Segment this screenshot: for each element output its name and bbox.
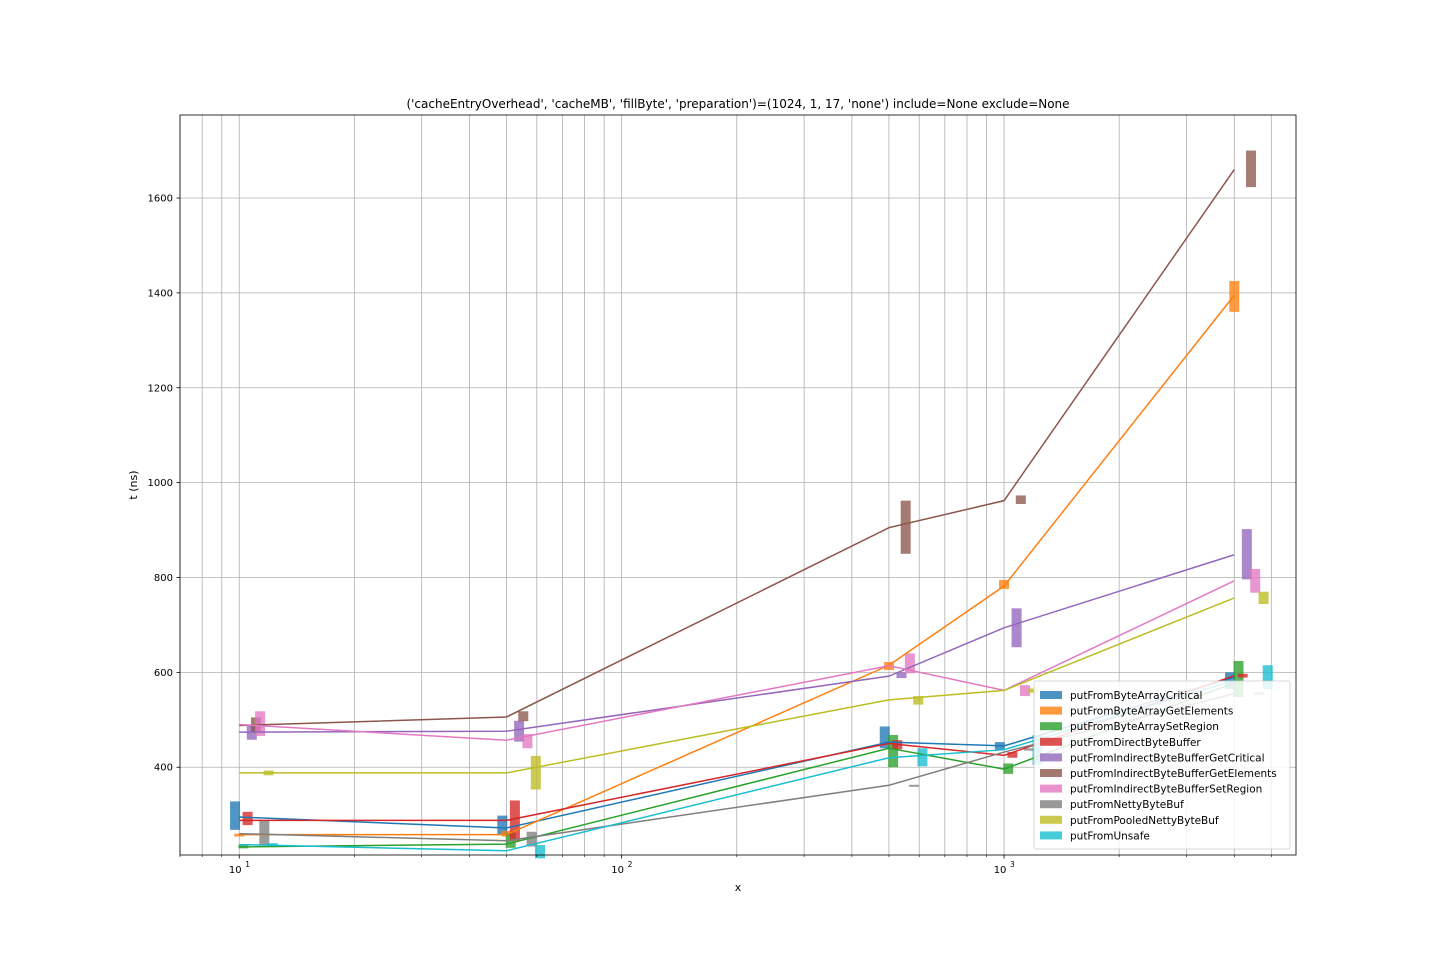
legend-label: putFromIndirectByteBufferGetElements	[1070, 768, 1277, 780]
legend-swatch	[1040, 800, 1062, 809]
error-bar-putFromIndirectByteBufferGetCritical	[1241, 529, 1252, 580]
plot-frame	[179, 114, 1297, 856]
y-tick-label: 1400	[148, 288, 173, 299]
x-tick-label: 10	[229, 865, 242, 876]
error-bar-putFromDirectByteBuffer	[509, 800, 520, 841]
y-tick-label: 400	[154, 763, 173, 774]
series-line-putFromIndirectByteBufferGetCritical	[239, 554, 1235, 733]
error-bar-putFromIndirectByteBufferGetElements	[1246, 150, 1257, 188]
error-bar-putFromPooledNettyByteBuf	[913, 696, 924, 705]
x-tick-label: 10	[611, 865, 624, 876]
error-bar-putFromNettyByteBuf	[909, 784, 920, 787]
error-bar-putFromByteArraySetRegion	[888, 734, 899, 768]
error-bar-putFromByteArrayCritical	[230, 801, 241, 830]
series-line-putFromIndirectByteBufferSetRegion	[239, 580, 1235, 741]
error-bar-putFromByteArrayCritical	[497, 815, 508, 835]
legend: putFromByteArrayCritical putFromByteArray…	[1033, 680, 1291, 850]
legend-swatch	[1040, 753, 1062, 762]
series-line-putFromPooledNettyByteBuf	[239, 597, 1235, 774]
legend-label: putFromByteArraySetRegion	[1070, 721, 1219, 733]
error-bar-putFromIndirectByteBufferSetRegion	[255, 711, 266, 736]
error-bar-putFromNettyByteBuf	[259, 820, 270, 846]
error-bar-putFromIndirectByteBufferGetElements	[1015, 495, 1026, 504]
error-bar-putFromDirectByteBuffer	[1007, 752, 1018, 758]
legend-label: putFromIndirectByteBufferGetCritical	[1070, 752, 1265, 764]
legend-swatch	[1040, 691, 1062, 699]
chart-title: ('cacheEntryOverhead', 'cacheMB', 'fillB…	[406, 97, 1069, 111]
legend-label: putFromPooledNettyByteBuf	[1070, 815, 1219, 827]
error-bar-putFromPooledNettyByteBuf	[1028, 688, 1039, 693]
legend-box	[1033, 680, 1291, 850]
legend-swatch	[1040, 737, 1062, 746]
legend-swatch	[1040, 831, 1062, 840]
legend-swatch	[1040, 706, 1062, 715]
error-bar-putFromNettyByteBuf	[1024, 748, 1035, 751]
error-bar-putFromByteArraySetRegion	[1233, 660, 1244, 698]
error-bar-putFromIndirectByteBufferGetCritical	[1011, 608, 1022, 648]
x-tick-exponent: 3	[1010, 860, 1015, 869]
error-bar-putFromUnsafe	[534, 845, 545, 859]
x-tick-label: 10	[994, 865, 1007, 876]
y-tick-label: 1200	[148, 383, 173, 394]
error-bar-putFromPooledNettyByteBuf	[1258, 591, 1269, 605]
error-bar-putFromIndirectByteBufferSetRegion	[904, 653, 915, 674]
error-bar-putFromDirectByteBuffer	[242, 811, 253, 826]
legend-label: putFromNettyByteBuf	[1070, 799, 1184, 811]
error-bar-putFromIndirectByteBufferGetElements	[900, 500, 911, 554]
error-bar-putFromNettyByteBuf	[526, 831, 537, 847]
error-bar-putFromIndirectByteBufferSetRegion	[1019, 685, 1030, 697]
error-bar-putFromByteArrayGetElements	[999, 579, 1010, 589]
y-axis-label: t (ns)	[127, 470, 140, 499]
legend-label: putFromDirectByteBuffer	[1070, 737, 1201, 749]
error-bar-putFromByteArraySetRegion	[1003, 763, 1014, 774]
legend-label: putFromUnsafe	[1070, 830, 1150, 842]
legend-swatch	[1040, 815, 1062, 824]
y-tick-label: 1600	[148, 194, 173, 205]
error-bar-putFromUnsafe	[1262, 665, 1273, 689]
legend-label: putFromByteArrayCritical	[1070, 690, 1202, 702]
legend-label: putFromByteArrayGetElements	[1070, 706, 1233, 718]
y-tick-label: 600	[154, 668, 173, 679]
legend-swatch	[1040, 769, 1062, 777]
error-bar-putFromUnsafe	[917, 748, 928, 767]
error-bar-putFromIndirectByteBufferGetCritical	[514, 720, 525, 742]
x-axis-label: x	[735, 881, 742, 894]
error-bar-putFromIndirectByteBufferSetRegion	[1250, 568, 1261, 593]
x-tick-exponent: 1	[245, 860, 250, 869]
error-bar-putFromIndirectByteBufferGetElements	[518, 711, 529, 722]
y-tick-label: 800	[154, 573, 173, 584]
error-bar-putFromPooledNettyByteBuf	[530, 755, 541, 790]
error-bar-putFromDirectByteBuffer	[1237, 673, 1248, 678]
series-line-putFromIndirectByteBufferGetElements	[239, 169, 1235, 727]
error-bar-putFromIndirectByteBufferSetRegion	[522, 734, 533, 749]
error-bar-putFromIndirectByteBufferGetCritical	[896, 672, 907, 679]
error-bar-putFromByteArrayCritical	[879, 726, 890, 749]
x-tick-exponent: 2	[628, 860, 633, 869]
legend-swatch	[1040, 722, 1062, 731]
legend-label: putFromIndirectByteBufferSetRegion	[1070, 784, 1262, 796]
y-tick-label: 1000	[148, 478, 173, 489]
legend-swatch	[1040, 784, 1062, 793]
